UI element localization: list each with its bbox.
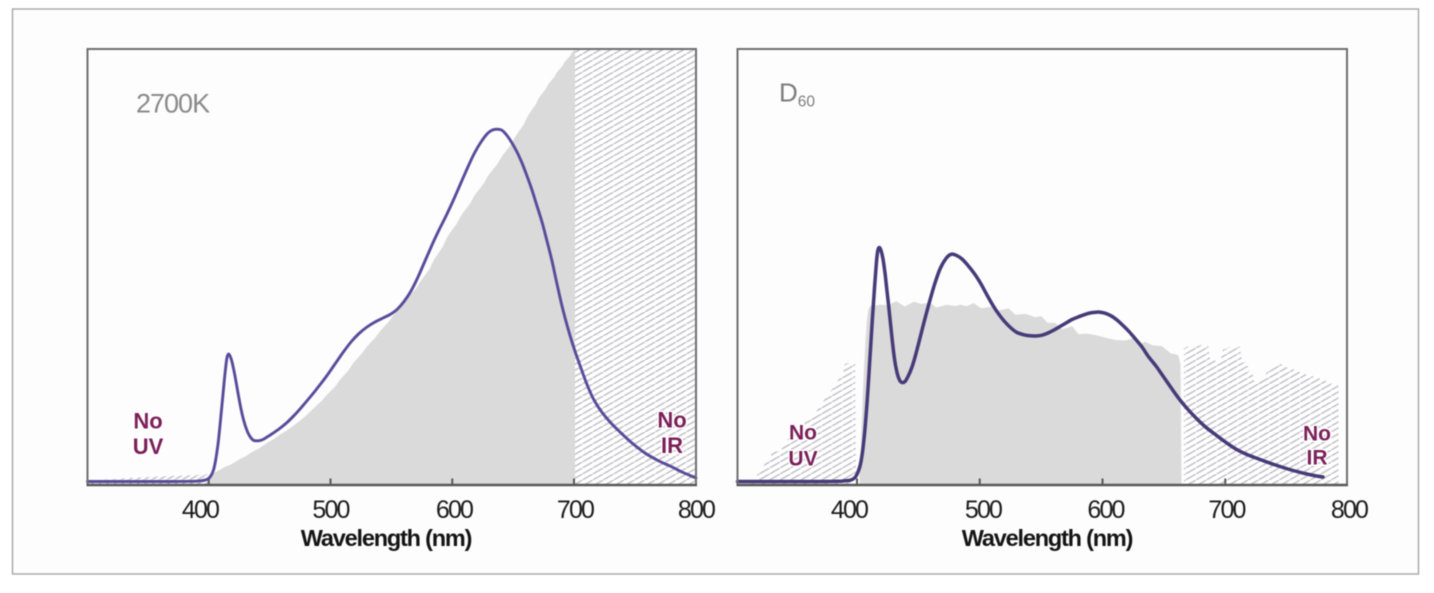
- svg-text:Wavelength (nm): Wavelength (nm): [962, 525, 1133, 551]
- svg-text:700: 700: [557, 496, 594, 524]
- svg-text:600: 600: [436, 496, 473, 524]
- svg-text:UV: UV: [133, 434, 164, 459]
- svg-text:No: No: [1303, 423, 1331, 446]
- svg-text:500: 500: [312, 496, 349, 524]
- svg-text:2700K: 2700K: [136, 89, 210, 119]
- svg-text:UV: UV: [788, 448, 817, 471]
- svg-text:No: No: [657, 408, 686, 433]
- svg-text:600: 600: [1087, 496, 1124, 524]
- svg-text:No: No: [133, 409, 162, 434]
- svg-text:D60: D60: [779, 78, 815, 111]
- svg-text:700: 700: [1208, 496, 1245, 524]
- svg-text:800: 800: [1331, 496, 1368, 524]
- svg-text:No: No: [789, 422, 817, 445]
- svg-text:400: 400: [182, 496, 219, 524]
- svg-text:Wavelength (nm): Wavelength (nm): [301, 525, 472, 551]
- svg-text:400: 400: [831, 496, 868, 524]
- svg-text:500: 500: [965, 496, 1002, 524]
- svg-text:800: 800: [678, 496, 715, 524]
- svg-text:IR: IR: [1307, 447, 1328, 470]
- svg-text:IR: IR: [661, 433, 683, 458]
